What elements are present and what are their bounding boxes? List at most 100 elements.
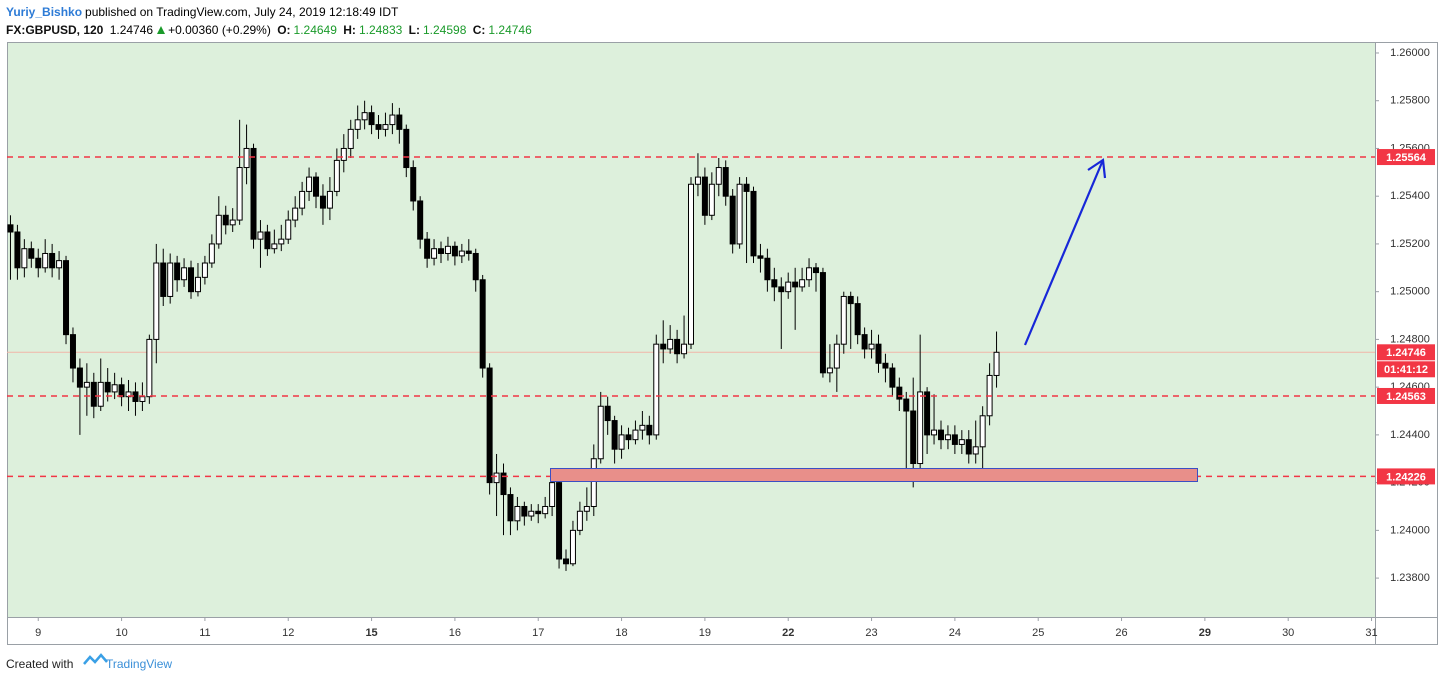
chart-frame [7,42,1438,645]
candle-body [458,250,465,257]
support-zone [550,468,1198,482]
candle-body [188,267,195,293]
candle-body [42,252,49,269]
candle-body [368,112,375,126]
x-tick-label: 10 [115,627,127,639]
candle-body [354,119,361,130]
candle-body [757,255,764,259]
y-tick-label: 1.25000 [1390,286,1430,298]
candle-body [83,381,90,388]
candle-body [729,195,736,245]
x-tick-label: 30 [1282,627,1294,639]
candle-body [271,243,278,250]
y-tick-label: 1.25200 [1390,238,1430,250]
candle-body [708,183,715,216]
level-label: 1.25564 [1386,152,1427,164]
candle-body [507,494,514,522]
candle-body [681,343,688,355]
ohlc-label: O: [277,23,291,37]
candle-body [347,128,354,149]
x-tick-label: 16 [449,627,461,639]
candle-body [493,472,500,484]
x-tick-label: 12 [282,627,294,639]
countdown-bg [1377,361,1435,378]
candle-body [14,231,21,269]
candle-body [319,195,326,209]
candle-body [153,262,160,340]
candle-body [722,167,729,197]
candle-body [396,114,403,130]
candle-body [403,128,410,169]
candle-body [139,396,146,402]
countdown: 01:41:12 [1384,364,1428,376]
y-tick-label: 1.25400 [1390,190,1430,202]
x-tick-label: 17 [532,627,544,639]
candle-body [201,262,208,278]
candle-body [563,558,570,565]
candle-body [806,267,813,281]
candle-body [854,303,861,336]
candle-body [771,279,778,288]
candle-body [903,398,910,412]
x-tick-label: 23 [865,627,877,639]
candle-body [333,159,340,192]
candle-body [63,260,70,336]
candle-body [35,257,42,269]
candle-body [542,505,549,515]
candle-body [861,334,868,350]
y-tick-label: 1.24400 [1390,429,1430,441]
candle-body [361,112,368,121]
x-tick-label: 31 [1365,627,1377,639]
candle-body [618,434,625,450]
candle-body [778,286,785,293]
candle-body [750,190,757,257]
ohlc-label: L: [408,23,420,37]
last-price-label: 1.24746 [1386,347,1426,359]
candle-body [306,176,313,192]
published: published on TradingView.com, July 24, 2… [85,5,399,19]
change: +0.00360 (+0.29%) [168,23,271,37]
candle-body [465,250,472,254]
candle-body [535,510,542,515]
candle-body [604,405,611,422]
candle-body [972,446,979,455]
candle-body [424,238,431,259]
candle-body [931,429,938,436]
candle-body [840,295,847,345]
candle-body [882,362,889,369]
candle-body [868,343,875,350]
level-label-bg [1377,149,1435,166]
candle-body [410,167,417,202]
x-tick-label: 22 [782,627,794,639]
candle-body [472,252,479,281]
candle-body [160,262,167,297]
candle-body [208,243,215,264]
candle-body [382,124,389,130]
candle-body [611,420,618,450]
marks [7,100,1375,571]
candle-body [528,510,535,517]
x-tick-label: 19 [699,627,711,639]
candle-body [937,429,944,441]
candle-body [812,267,819,274]
level-label-bg [1377,387,1435,404]
ohlc-value: 1.24649 [293,23,337,37]
candle-body [549,482,556,507]
candle-body [340,147,347,161]
candle-body [785,281,792,293]
author: Yuriy_Bishko [6,5,83,19]
ohlc-label: C: [472,23,486,37]
candle-body [799,279,806,288]
level-label: 1.24226 [1386,471,1426,483]
candle-body [229,219,236,226]
y-tick-label: 1.24800 [1390,333,1430,345]
candle-body [556,482,563,560]
candle-body [646,424,653,436]
candle-body [486,367,493,484]
candle-body [694,176,701,185]
candle-body [438,248,445,254]
candle-body [431,248,438,259]
candle-body [590,458,597,507]
candle-body [292,207,299,221]
candle-body [514,505,521,522]
